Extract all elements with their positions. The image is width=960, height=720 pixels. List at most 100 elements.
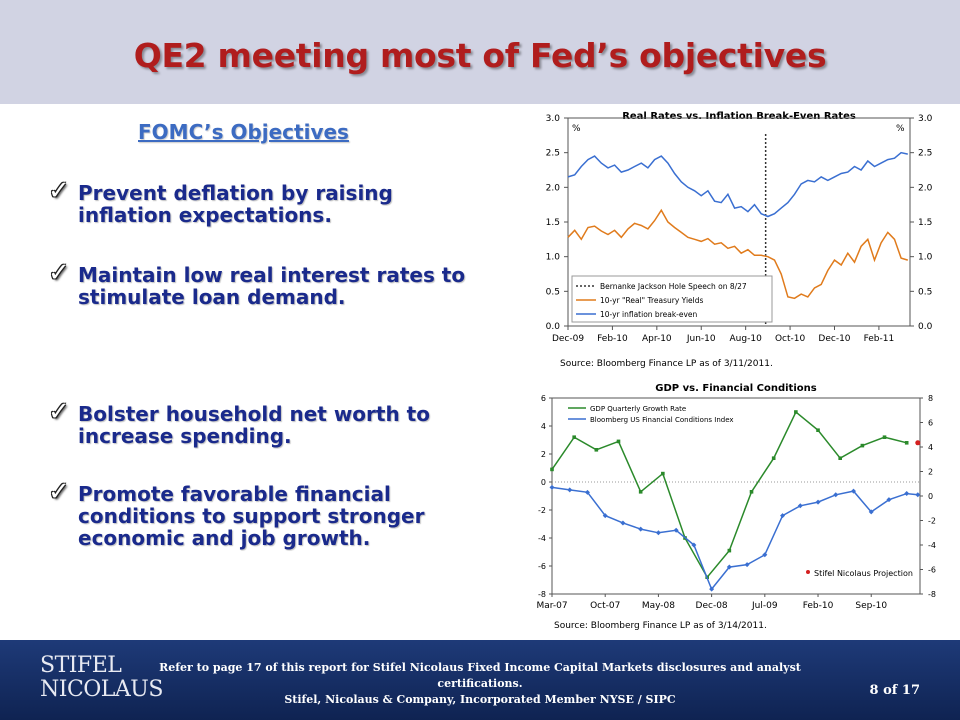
gdp-marker	[749, 490, 754, 494]
x-tick-label: Jun-10	[686, 334, 716, 344]
legend-label: 10-yr "Real" Treasury Yields	[600, 296, 704, 305]
y-tick-label-left: 1.0	[546, 253, 561, 263]
y-tick-label-right: 2	[928, 468, 933, 477]
x-tick-label: Jul-09	[751, 601, 778, 611]
fci-marker	[762, 552, 768, 558]
projection-marker	[915, 440, 921, 446]
page-number: 8 of 17	[869, 683, 920, 698]
footer-bar	[0, 640, 960, 720]
title-bar	[0, 0, 960, 104]
y-tick-label-right: -8	[928, 590, 936, 599]
y-tick-label-left: 1.5	[546, 218, 560, 228]
y-tick-label-left: -6	[538, 562, 546, 571]
real-yield-line	[567, 208, 909, 300]
fci-marker	[904, 491, 910, 497]
objectives-heading: FOMC’s Objectives	[138, 120, 349, 144]
y-tick-label-left: 2.0	[546, 183, 561, 193]
gdp-marker	[860, 443, 865, 448]
y-tick-label-right: -4	[928, 541, 936, 550]
y-tick-label-right: 0.5	[918, 287, 932, 297]
y-tick-label-left: 0.5	[546, 287, 560, 297]
chart-source: Source: Bloomberg Finance LP as of 3/11/…	[560, 359, 773, 369]
legend-label: GDP Quarterly Growth Rate	[590, 405, 686, 413]
stifel-nicolaus-logo: STIFEL NICOLAUS	[40, 654, 163, 702]
fci-marker	[567, 487, 573, 493]
y-tick-label-left: -4	[538, 534, 546, 543]
chart-title: GDP vs. Financial Conditions	[655, 383, 816, 394]
fci-marker	[691, 542, 697, 548]
projection-legend-dot	[806, 570, 810, 574]
legend-label: Bernanke Jackson Hole Speech on 8/27	[600, 282, 747, 291]
gdp-marker	[616, 439, 621, 444]
disclosure-footnote: Refer to page 17 of this report for Stif…	[140, 660, 820, 708]
x-tick-label: Dec-08	[696, 601, 728, 611]
y-tick-label-left: 0	[541, 478, 546, 487]
fci-marker	[833, 492, 839, 498]
y-tick-label-left: -8	[538, 590, 546, 599]
fci-marker	[915, 492, 921, 498]
right-unit-label: %	[896, 124, 905, 134]
gdp-chart: GDP vs. Financial Conditions -8 -6 -4 -2 0 2 4 6…	[530, 378, 950, 634]
gdp-marker	[661, 471, 665, 476]
projection-legend-label: Stifel Nicolaus Projection	[814, 569, 913, 578]
checkmark-icon: ✓	[48, 258, 70, 288]
breakeven-line	[567, 151, 908, 218]
gdp-marker	[816, 428, 820, 432]
fci-marker	[620, 520, 626, 526]
gdp-marker	[550, 467, 554, 472]
fci-marker	[744, 562, 750, 568]
disclosure-line-1: Refer to page 17 of this report for Stif…	[159, 661, 801, 690]
x-tick-label: Apr-10	[642, 334, 672, 344]
fci-marker	[886, 497, 892, 503]
logo-line-1: STIFEL	[40, 653, 122, 678]
checkmark-icon: ✓	[48, 397, 70, 427]
y-tick-label-right: 4	[928, 443, 933, 452]
legend-box	[571, 275, 773, 323]
y-tick-label-left: 3.0	[546, 114, 561, 124]
y-tick-label-right: 0	[928, 492, 933, 501]
checkmark-icon: ✓	[48, 477, 70, 507]
y-tick-label-left: -2	[538, 506, 546, 515]
fci-marker	[709, 586, 715, 592]
legend-label: 10-yr inflation break-even	[600, 310, 698, 319]
x-tick-label: Sep-10	[855, 601, 887, 611]
x-tick-label: Oct-07	[590, 601, 620, 611]
y-tick-label-left: 2	[541, 450, 546, 459]
gdp-marker	[771, 456, 776, 460]
y-tick-label-right: 1.0	[918, 253, 933, 263]
fci-marker	[673, 527, 679, 533]
fci-marker	[549, 484, 555, 490]
fci-marker	[638, 526, 644, 532]
x-tick-label: Dec-09	[552, 334, 584, 344]
gdp-marker	[638, 490, 643, 494]
objective-text: Bolster household net worth to increase …	[78, 402, 430, 448]
gdp-marker	[794, 410, 798, 414]
x-tick-label: Aug-10	[730, 334, 763, 344]
x-tick-label: May-08	[642, 601, 675, 611]
plot-frame	[551, 397, 921, 595]
y-tick-label-right: 6	[928, 419, 933, 428]
gdp-marker	[882, 435, 887, 439]
y-tick-label-right: 0.0	[918, 322, 933, 332]
objective-text: Prevent deflation by raising inflation e…	[78, 181, 393, 227]
legend-label: Bloomberg US Financial Conditions Index	[590, 416, 734, 424]
y-tick-label-right: 1.5	[918, 218, 932, 228]
gdp-marker	[572, 435, 576, 439]
x-tick-label: Oct-10	[775, 334, 806, 344]
y-tick-label-right: -2	[928, 517, 936, 526]
gdp-marker	[727, 548, 732, 553]
fci-marker	[868, 509, 874, 515]
x-tick-label: Dec-10	[818, 334, 850, 344]
fci-marker	[797, 503, 803, 509]
y-tick-label-right: 8	[928, 394, 933, 403]
slide-title: QE2 meeting most of Fed’s objectives	[133, 36, 827, 75]
fci-marker	[726, 564, 732, 570]
x-tick-label: Feb-11	[864, 334, 895, 344]
y-tick-label-right: -6	[928, 566, 936, 575]
x-tick-label: Feb-10	[597, 334, 628, 344]
fci-marker	[815, 499, 821, 505]
gdp-marker	[594, 448, 599, 452]
y-tick-label-right: 2.0	[918, 183, 933, 193]
fci-marker	[655, 530, 661, 536]
y-tick-label-left: 4	[541, 422, 546, 431]
